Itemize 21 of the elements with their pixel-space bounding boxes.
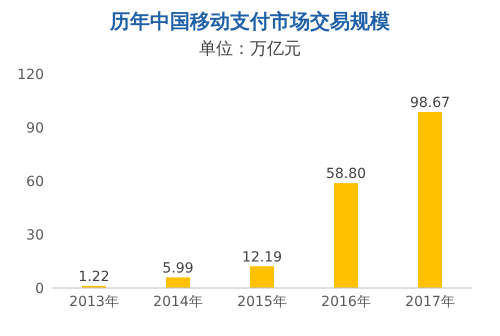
chart-subtitle: 单位：万亿元 — [198, 38, 302, 60]
bar — [334, 183, 358, 288]
x-tick-label: 2017年 — [405, 294, 455, 310]
data-label: 98.67 — [410, 95, 450, 112]
chart-title: 历年中国移动支付市场交易规模 — [108, 8, 391, 35]
data-label: 5.99 — [162, 260, 194, 276]
x-tick-label: 2013年 — [69, 294, 119, 310]
y-tick-label: 30 — [26, 227, 44, 244]
data-label: 1.22 — [78, 268, 110, 285]
x-tick-label: 2016年 — [321, 294, 371, 310]
bar — [250, 266, 274, 288]
x-tick-label: 2014年 — [153, 294, 203, 310]
bar — [418, 112, 442, 288]
data-label: 12.19 — [242, 249, 282, 266]
bar — [166, 277, 190, 288]
data-label: 58.80 — [326, 166, 366, 182]
y-tick-label: 0 — [35, 280, 44, 297]
y-tick-label: 60 — [26, 174, 44, 190]
y-tick-label: 90 — [26, 120, 44, 136]
x-tick-label: 2015年 — [237, 294, 287, 310]
y-tick-label: 120 — [17, 66, 44, 83]
